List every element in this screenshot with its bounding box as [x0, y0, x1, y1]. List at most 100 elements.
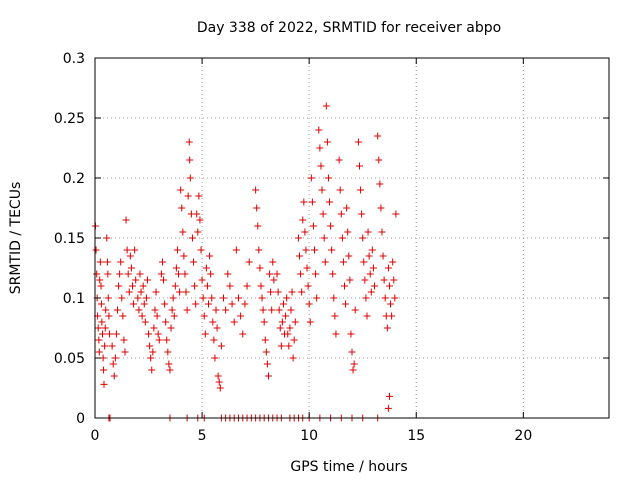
data-point — [300, 198, 308, 206]
data-point — [337, 210, 345, 218]
data-point — [309, 222, 317, 230]
y-tick-label: 0.25 — [54, 111, 85, 127]
data-point — [357, 186, 365, 194]
data-point — [208, 294, 216, 302]
data-point — [138, 312, 146, 320]
data-point — [140, 300, 148, 308]
data-point — [299, 216, 307, 224]
data-point — [368, 246, 376, 254]
data-point — [165, 360, 173, 368]
data-point — [151, 306, 159, 314]
data-point — [142, 294, 150, 302]
data-point — [259, 306, 267, 314]
data-point — [103, 234, 111, 242]
data-point — [254, 222, 262, 230]
data-point — [184, 192, 192, 200]
data-point — [149, 348, 157, 356]
data-point — [392, 210, 400, 218]
data-point — [137, 288, 145, 296]
data-point — [360, 258, 368, 266]
data-point — [331, 312, 339, 320]
data-point — [387, 300, 395, 308]
y-tick-label: 0.1 — [63, 291, 85, 307]
grid — [95, 58, 609, 418]
data-point — [163, 336, 171, 344]
data-point — [381, 294, 389, 302]
data-point — [301, 228, 309, 236]
data-point — [315, 126, 323, 134]
data-point — [181, 270, 189, 278]
data-point — [362, 294, 370, 302]
x-tick-label: 10 — [300, 428, 318, 444]
data-point — [332, 330, 340, 338]
data-point — [222, 306, 230, 314]
data-point — [261, 336, 269, 344]
data-point — [211, 354, 219, 362]
x-tick-labels: 0 5 10 15 20 — [91, 428, 533, 444]
data-point — [210, 336, 218, 344]
data-point — [98, 318, 106, 326]
data-point — [378, 228, 386, 236]
y-axis-label: SRMTID / TECUs — [8, 182, 24, 295]
data-point — [148, 366, 156, 374]
data-point — [203, 282, 211, 290]
data-point — [100, 366, 108, 374]
data-point — [341, 282, 349, 290]
data-point — [354, 138, 362, 146]
data-point — [198, 276, 206, 284]
data-point — [196, 216, 204, 224]
data-point — [241, 300, 249, 308]
data-point — [96, 276, 104, 284]
data-point — [176, 288, 184, 296]
data-point — [117, 258, 125, 266]
data-point — [375, 156, 383, 164]
data-point — [316, 144, 324, 152]
data-point — [329, 270, 337, 278]
data-point — [95, 336, 103, 344]
data-point — [154, 330, 162, 338]
data-point — [178, 204, 186, 212]
data-point — [335, 156, 343, 164]
data-point — [366, 270, 374, 278]
data-point — [96, 258, 104, 266]
data-point — [253, 204, 261, 212]
data-point — [275, 306, 283, 314]
data-point — [256, 264, 264, 272]
x-tick-label: 5 — [198, 428, 207, 444]
data-point — [160, 276, 168, 284]
data-point — [320, 234, 328, 242]
data-point — [338, 234, 346, 242]
data-point — [336, 186, 344, 194]
data-point — [328, 246, 336, 254]
data-point — [105, 312, 113, 320]
data-point — [167, 324, 175, 332]
data-point — [215, 378, 223, 386]
data-point — [255, 246, 263, 254]
data-point — [179, 228, 187, 236]
data-point — [106, 330, 114, 338]
data-point — [103, 258, 111, 266]
data-point — [119, 312, 127, 320]
data-point — [230, 318, 238, 326]
data-point — [326, 198, 334, 206]
data-point — [216, 384, 224, 392]
data-point — [161, 300, 169, 308]
data-markers — [91, 102, 400, 422]
data-point — [287, 306, 295, 314]
data-point — [358, 210, 366, 218]
data-point — [321, 258, 329, 266]
data-point — [384, 404, 392, 412]
data-point — [296, 252, 304, 260]
data-point — [190, 258, 198, 266]
data-point — [380, 276, 388, 284]
data-point — [102, 306, 110, 314]
data-point — [199, 294, 207, 302]
data-point — [126, 252, 134, 260]
data-point — [130, 300, 138, 308]
data-point — [155, 336, 163, 344]
data-point — [258, 294, 266, 302]
y-tick-labels: 0 0.05 0.1 0.15 0.2 0.25 0.3 — [54, 51, 85, 427]
data-point — [245, 258, 253, 266]
data-point — [139, 282, 147, 290]
